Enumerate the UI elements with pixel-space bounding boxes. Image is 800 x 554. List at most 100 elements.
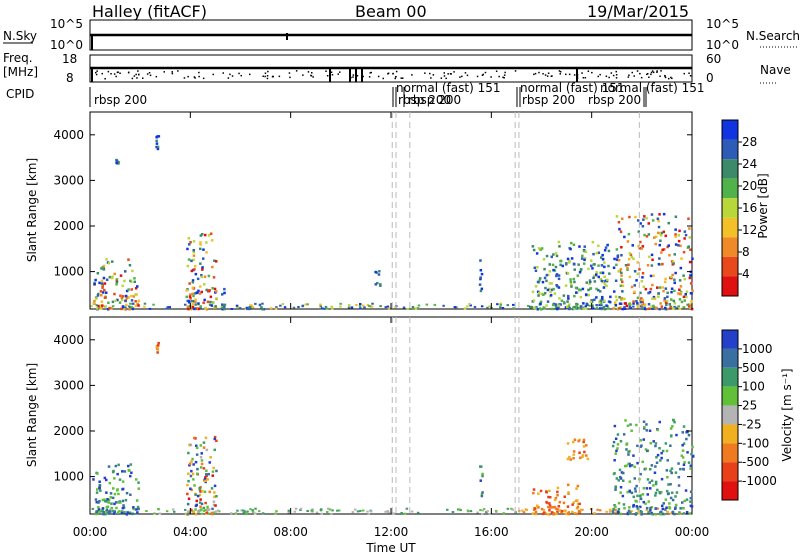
echo-cell: [387, 511, 390, 514]
echo-cell: [194, 508, 197, 511]
echo-cell: [217, 509, 220, 512]
echo-cell: [589, 287, 592, 291]
echo-cell: [203, 298, 206, 302]
echo-cell: [577, 439, 580, 443]
echo-cell: [115, 161, 118, 165]
echo-cell: [200, 459, 204, 462]
echo-cell: [546, 300, 550, 303]
echo-cell: [572, 457, 575, 460]
echo-cell: [619, 230, 623, 233]
echo-cell: [269, 307, 273, 310]
velocity-scatter: [91, 341, 695, 516]
echo-cell: [560, 299, 564, 302]
nave-dot: [430, 77, 432, 79]
echo-cell: [651, 297, 654, 300]
echo-cell: [537, 247, 541, 250]
echo-cell: [656, 217, 660, 220]
nave-dot: [558, 70, 561, 72]
colorbar-swatch: [722, 237, 738, 257]
echo-cell: [583, 257, 587, 260]
echo-cell: [191, 305, 195, 309]
echo-cell: [191, 286, 195, 289]
echo-cell: [652, 306, 656, 309]
echo-cell: [558, 297, 561, 300]
echo-cell: [193, 268, 196, 271]
echo-cell: [568, 259, 571, 263]
power-colorbar-title: Power [dB]: [756, 173, 770, 238]
echo-cell: [683, 230, 687, 233]
echo-cell: [689, 248, 692, 251]
echo-cell: [679, 293, 682, 296]
echo-cell: [619, 477, 623, 480]
y-tick-label: 2000: [53, 424, 84, 438]
echo-cell: [690, 452, 693, 456]
echo-cell: [542, 258, 546, 261]
nave-dot: [326, 75, 329, 77]
echo-cell: [115, 159, 119, 163]
echo-cell: [562, 294, 566, 297]
echo-cell: [574, 286, 578, 289]
echo-cell: [479, 289, 483, 293]
echo-cell: [102, 268, 106, 271]
echo-cell: [137, 304, 140, 307]
echo-cell: [109, 508, 112, 511]
echo-cell: [682, 250, 686, 254]
nave-dot: [227, 77, 230, 79]
echo-cell: [116, 489, 119, 492]
echo-cell: [567, 512, 570, 516]
echo-cell: [618, 296, 621, 299]
echo-cell: [473, 306, 477, 308]
echo-cell: [674, 215, 678, 218]
echo-cell: [671, 425, 674, 428]
nave-dot: [183, 77, 186, 79]
echo-cell: [643, 425, 646, 429]
colorbar-tick-label: 25: [742, 399, 757, 413]
echo-cell: [669, 469, 672, 473]
echo-cell: [559, 259, 563, 263]
echo-cell: [672, 299, 676, 303]
echo-cell: [499, 303, 502, 306]
echo-cell: [615, 248, 619, 251]
nave-dot: [636, 70, 639, 72]
echo-cell: [636, 507, 639, 510]
echo-cell: [261, 308, 264, 311]
echo-cell: [157, 508, 160, 510]
echo-cell: [651, 258, 654, 261]
echo-cell: [575, 512, 579, 516]
echo-cell: [672, 307, 675, 310]
echo-cell: [621, 280, 624, 284]
echo-cell: [416, 307, 420, 310]
echo-cell: [406, 308, 409, 310]
echo-cell: [187, 479, 190, 483]
echo-cell: [663, 297, 667, 300]
echo-cell: [205, 308, 209, 311]
echo-cell: [556, 510, 559, 514]
echo-cell: [606, 243, 609, 247]
echo-cell: [258, 303, 262, 307]
echo-cell: [557, 286, 561, 289]
nave-dot: [482, 73, 484, 76]
echo-cell: [253, 512, 257, 515]
echo-cell: [548, 509, 551, 512]
echo-cell: [636, 494, 639, 498]
nave-dot: [171, 71, 173, 73]
echo-cell: [128, 469, 131, 472]
echo-cell: [681, 431, 684, 434]
echo-cell: [92, 302, 95, 305]
echo-cell: [215, 260, 218, 263]
echo-cell: [184, 508, 187, 511]
echo-cell: [376, 281, 379, 285]
echo-cell: [572, 262, 576, 266]
echo-cell: [679, 266, 683, 270]
echo-cell: [532, 491, 535, 495]
echo-cell: [542, 508, 546, 511]
echo-cell: [339, 302, 342, 305]
echo-cell: [121, 470, 124, 473]
echo-cell: [97, 292, 100, 296]
echo-cell: [567, 294, 570, 298]
echo-cell: [536, 308, 540, 311]
echo-cell: [199, 505, 202, 508]
echo-cell: [560, 511, 563, 514]
echo-cell: [107, 261, 111, 265]
